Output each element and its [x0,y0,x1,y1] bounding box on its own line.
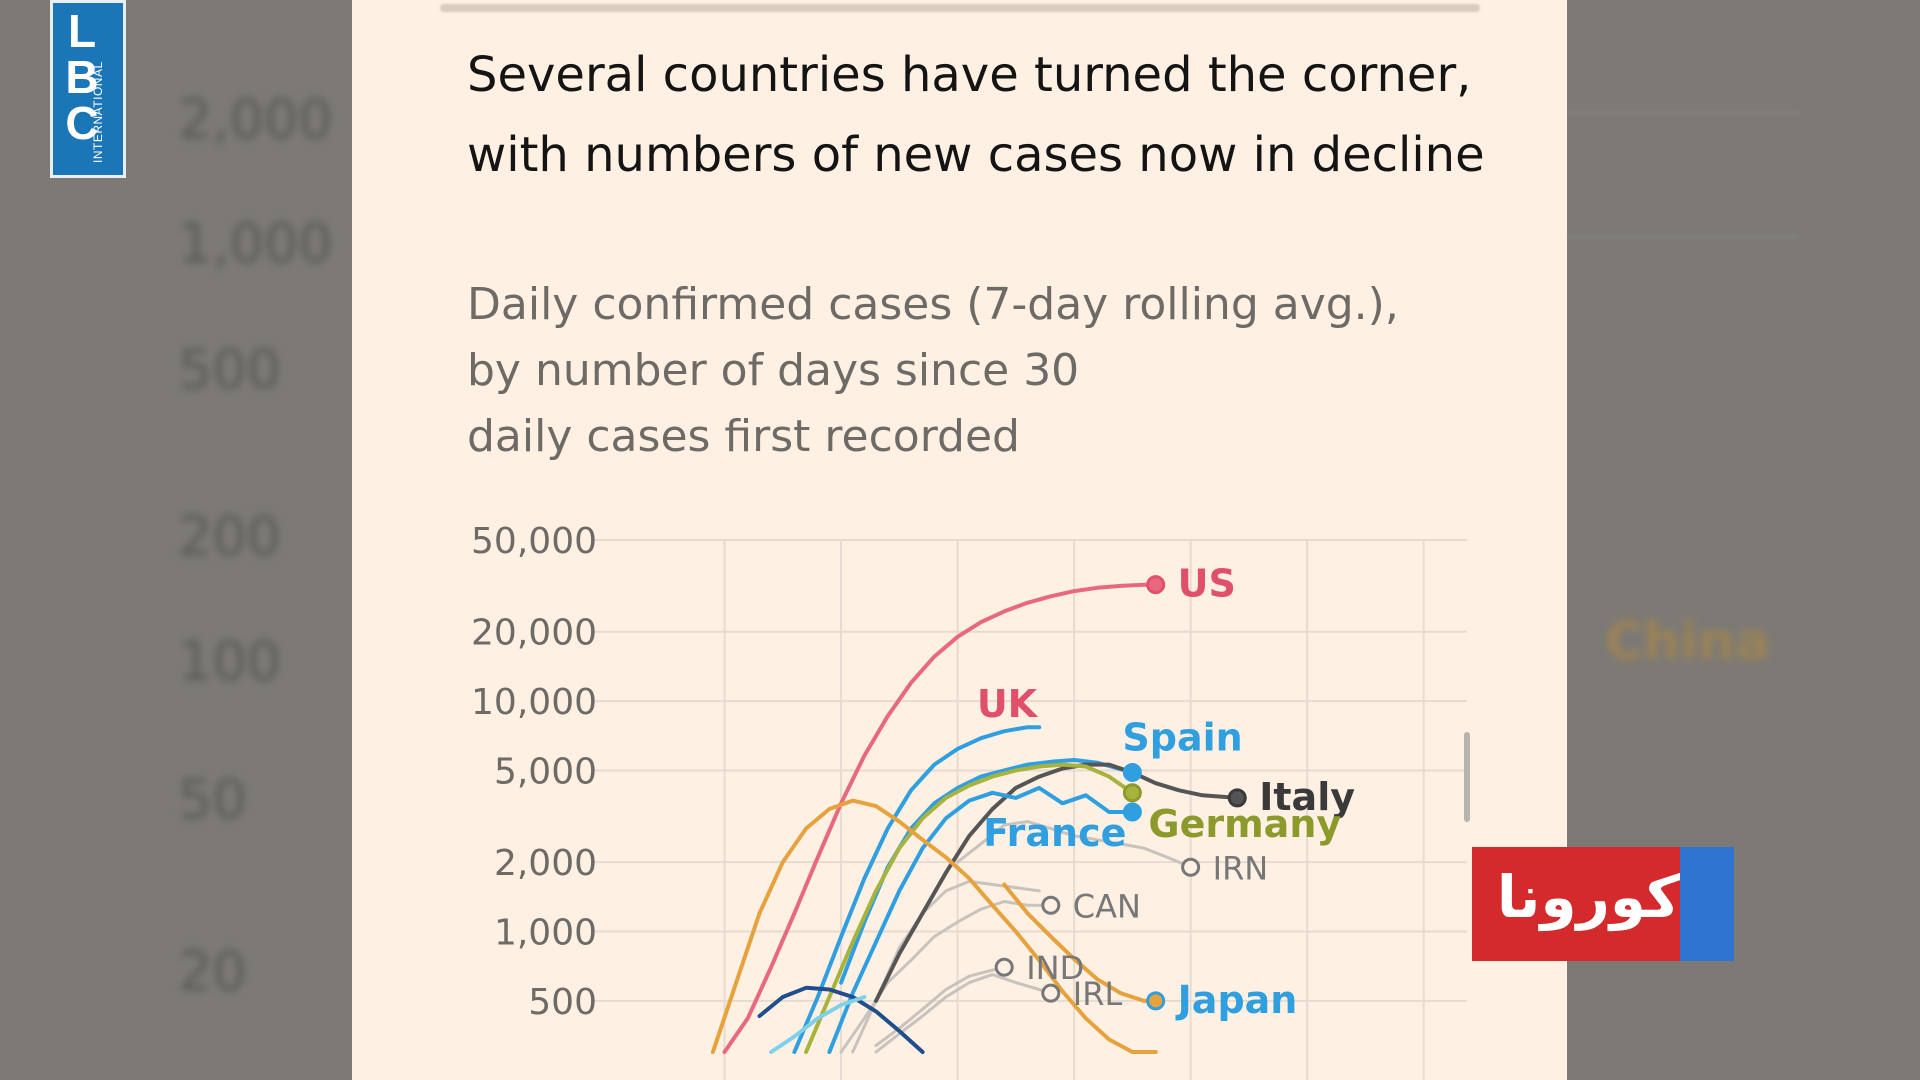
series-line [839,900,1053,1054]
series-label: Germany [1148,802,1341,846]
chart-subtitle-line: Daily confirmed cases (7-day rolling avg… [467,279,1399,330]
series-label: Japan [1175,978,1298,1022]
series-endpoint [1181,857,1201,877]
series-label: IND [1026,949,1084,987]
bg-tick-label: 2,000 [178,88,333,151]
chart-subtitle: Daily confirmed cases (7-day rolling avg… [467,272,1487,470]
y-tick-label: 2,000 [494,843,597,884]
chart-title: Several countries have turned the corner… [467,47,1485,183]
bg-tick-label: 200 [178,505,282,568]
series-line [1002,882,1158,1003]
series-line [757,985,925,1054]
chart-subtitle-line: daily cases first recorded [467,411,1020,462]
bg-tick-label: 500 [178,338,282,401]
badge-stripe [1680,847,1734,961]
line-chart: 50,000 20,000 10,000 5,000 2,000 1,000 500 US UK… [471,521,1467,1080]
bg-tick-label: 20 [178,940,247,1003]
series-endpoint [1122,802,1142,822]
y-tick-label: 500 [528,982,597,1023]
bg-tick-label: 50 [178,768,247,831]
series-line [769,995,867,1054]
series-endpoint [1146,575,1166,595]
series-line [827,785,1135,1054]
logo-letters: LBC [56,5,108,152]
logo-text: LBC [56,5,108,143]
logo-side-text: INTERNATIONAL [91,61,105,163]
series-label: CAN [1073,887,1141,925]
card-top-edge [440,4,1480,12]
bg-series-label: China [1605,612,1771,672]
series-endpoint [994,957,1014,977]
y-tick-label: 10,000 [471,682,597,723]
series-label: UK [977,682,1039,726]
channel-logo: LBC INTERNATIONAL [50,0,126,178]
badge-text: كورونا [1496,863,1680,931]
series-endpoint [1146,991,1166,1011]
topic-badge: كورونا [1472,847,1734,961]
series-label: IRL [1073,975,1123,1013]
chart-subtitle-line: by number of days since 30 [467,345,1080,396]
y-tick-label: 20,000 [471,613,597,654]
series-endpoint [1122,783,1142,803]
series-label: France [983,811,1126,855]
bg-tick-label: 100 [178,630,282,693]
scrollbar-thumb[interactable] [1464,732,1470,822]
series-line [710,798,1158,1054]
series-endpoint [1122,762,1142,782]
bg-gridline [1400,236,1800,238]
series-label: Italy [1259,775,1355,819]
series-line [874,965,1006,1047]
series-line [792,725,1042,1054]
series-line [722,582,1158,1054]
y-tick-label: 50,000 [471,521,597,562]
bg-gridline [1400,112,1800,114]
series-label: Spain [1122,715,1242,759]
y-tick-label: 1,000 [494,913,597,954]
chart-card: Several countries have turned the corner… [352,0,1567,1080]
series-label: US [1178,562,1236,606]
bg-tick-label: 1,000 [178,212,333,275]
series-line [874,762,1240,1003]
y-tick-label: 5,000 [494,751,597,792]
series-endpoint [1227,788,1247,808]
series-line [874,973,1053,1054]
series-line [804,762,1135,1054]
series-line [956,820,1193,869]
series-endpoint [1041,983,1061,1003]
series-label: IRN [1213,849,1269,887]
series-endpoint [1041,895,1061,915]
